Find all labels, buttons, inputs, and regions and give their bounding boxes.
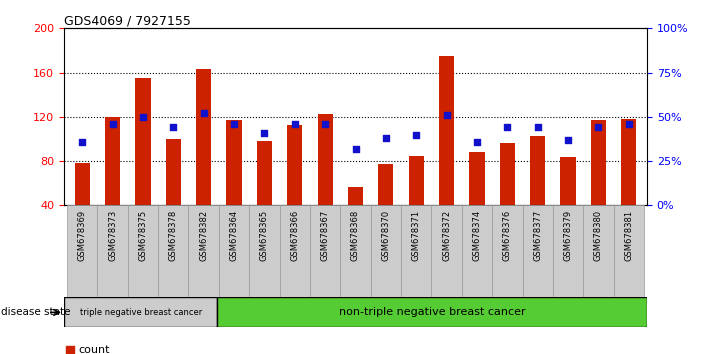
Bar <box>128 205 158 297</box>
Bar <box>492 205 523 297</box>
Point <box>410 132 422 137</box>
Point <box>168 125 179 130</box>
Text: GSM678374: GSM678374 <box>473 210 481 261</box>
Text: GSM678380: GSM678380 <box>594 210 603 261</box>
Bar <box>553 205 583 297</box>
Point <box>198 110 209 116</box>
Bar <box>378 164 393 205</box>
Bar <box>318 114 333 205</box>
Point <box>350 146 361 152</box>
Bar <box>583 205 614 297</box>
Bar <box>370 205 401 297</box>
Bar <box>196 69 211 205</box>
Text: GSM678364: GSM678364 <box>230 210 238 261</box>
Bar <box>621 119 636 205</box>
Text: disease state: disease state <box>1 307 70 318</box>
Text: non-triple negative breast cancer: non-triple negative breast cancer <box>339 307 525 318</box>
Bar <box>67 205 97 297</box>
Point <box>319 121 331 127</box>
Bar <box>432 205 461 297</box>
Text: GSM678375: GSM678375 <box>139 210 147 261</box>
Bar <box>75 163 90 205</box>
Text: GSM678370: GSM678370 <box>381 210 390 261</box>
Point <box>228 121 240 127</box>
Point <box>502 125 513 130</box>
Bar <box>348 187 363 205</box>
Text: count: count <box>78 346 109 354</box>
Point <box>77 139 88 144</box>
Bar <box>310 205 341 297</box>
Text: GSM678381: GSM678381 <box>624 210 634 261</box>
Point <box>380 135 392 141</box>
Bar <box>226 120 242 205</box>
Bar <box>614 205 644 297</box>
Bar <box>560 156 576 205</box>
Point <box>64 348 75 353</box>
Bar <box>591 120 606 205</box>
Bar <box>188 205 219 297</box>
Bar <box>105 117 120 205</box>
Text: GSM678366: GSM678366 <box>290 210 299 261</box>
Text: GSM678365: GSM678365 <box>260 210 269 261</box>
Bar <box>287 125 302 205</box>
Point <box>107 121 118 127</box>
Text: GSM678378: GSM678378 <box>169 210 178 261</box>
Bar <box>279 205 310 297</box>
Point <box>593 125 604 130</box>
Point <box>137 114 149 120</box>
Bar <box>439 56 454 205</box>
Text: GSM678382: GSM678382 <box>199 210 208 261</box>
Bar <box>341 205 370 297</box>
Text: GSM678369: GSM678369 <box>77 210 87 261</box>
Bar <box>530 136 545 205</box>
Bar <box>97 205 128 297</box>
Bar <box>219 205 250 297</box>
Text: GSM678371: GSM678371 <box>412 210 421 261</box>
Text: GSM678373: GSM678373 <box>108 210 117 261</box>
Text: GSM678379: GSM678379 <box>564 210 572 261</box>
Bar <box>257 141 272 205</box>
Bar <box>469 152 485 205</box>
Text: GSM678368: GSM678368 <box>351 210 360 261</box>
Bar <box>135 78 151 205</box>
Bar <box>64 297 218 327</box>
Bar <box>401 205 432 297</box>
Point <box>471 139 483 144</box>
Text: GDS4069 / 7927155: GDS4069 / 7927155 <box>64 14 191 27</box>
Point <box>532 125 543 130</box>
Text: triple negative breast cancer: triple negative breast cancer <box>80 308 202 317</box>
Bar <box>409 155 424 205</box>
Point <box>441 112 452 118</box>
Bar <box>250 205 279 297</box>
Point <box>562 137 574 143</box>
Point <box>623 121 634 127</box>
Bar <box>218 297 647 327</box>
Bar <box>500 143 515 205</box>
Text: GSM678367: GSM678367 <box>321 210 330 261</box>
Bar <box>523 205 553 297</box>
Point <box>289 121 301 127</box>
Bar <box>158 205 188 297</box>
Bar <box>461 205 492 297</box>
Text: GSM678377: GSM678377 <box>533 210 542 261</box>
Bar <box>166 139 181 205</box>
Text: GSM678372: GSM678372 <box>442 210 451 261</box>
Text: GSM678376: GSM678376 <box>503 210 512 261</box>
Point <box>259 130 270 136</box>
